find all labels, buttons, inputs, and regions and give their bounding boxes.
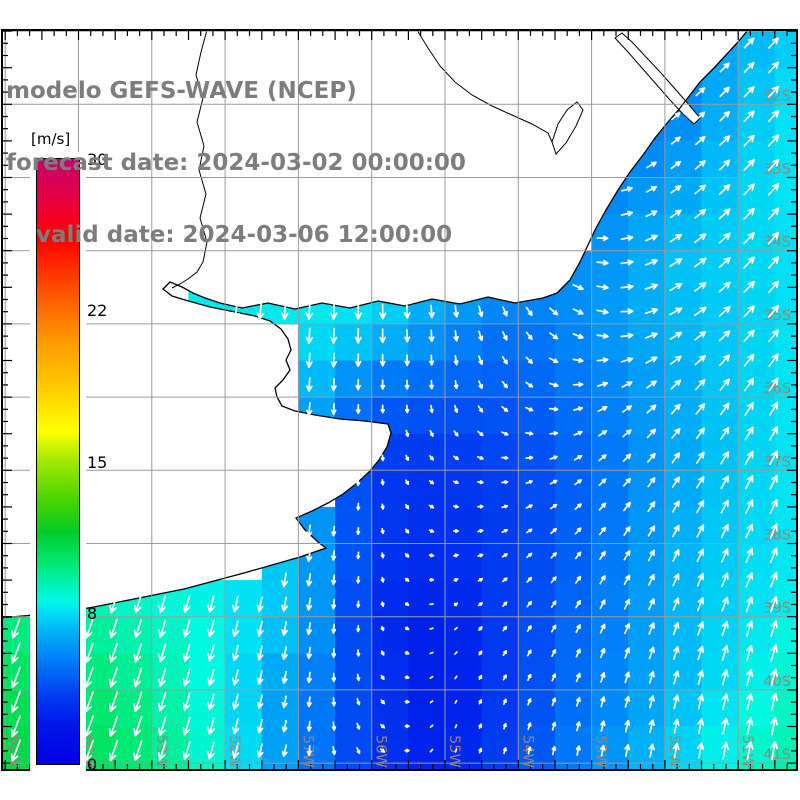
longitude-label: 54W xyxy=(519,735,535,768)
coastline xyxy=(2,30,749,619)
latitude-label: 41S xyxy=(763,747,791,763)
latitude-label: 32S xyxy=(763,88,791,104)
longitude-label: 53W xyxy=(593,735,609,768)
country-border-line xyxy=(416,30,553,143)
wave-field-cells xyxy=(2,31,797,770)
title-block: modelo GEFS-WAVE (NCEP) forecast date: 2… xyxy=(6,31,466,295)
latitude-label: 33S xyxy=(763,162,791,178)
latitude-label: 35S xyxy=(763,308,791,324)
colorbar-gradient xyxy=(36,158,80,765)
longitude-label: 58W xyxy=(226,735,242,768)
lagoon-patos xyxy=(614,32,701,125)
latitude-label: 38S xyxy=(763,528,791,544)
colorbar-tick-label: 15 xyxy=(87,452,108,472)
model-title: modelo GEFS-WAVE (NCEP) xyxy=(6,78,357,104)
latitude-label: 39S xyxy=(763,601,791,617)
longitude-label: 59W xyxy=(153,735,169,768)
latitude-label: 36S xyxy=(763,381,791,397)
colorbar-unit-label: [m/s] xyxy=(31,130,71,148)
land-mass xyxy=(2,30,748,618)
longitude-label: 51W xyxy=(739,735,755,768)
longitude-label: 52W xyxy=(666,735,682,768)
lagoon-mirim xyxy=(551,101,584,155)
longitude-label: 55W xyxy=(446,735,462,768)
map-frame xyxy=(1,29,798,771)
latitude-label: 40S xyxy=(763,674,791,690)
wind-arrows xyxy=(10,37,780,762)
colorbar-tick-label: 22 xyxy=(87,301,108,321)
colorbar-tick-label: 0 xyxy=(87,755,98,774)
colorbar-tick-label: 8 xyxy=(87,603,98,623)
colorbar-tick-label: 30 xyxy=(87,150,108,169)
river-border-line xyxy=(171,30,208,289)
valid-date: valid date: 2024-03-06 12:00:00 xyxy=(36,222,453,248)
latitude-label: 34S xyxy=(763,235,791,251)
forecast-date: forecast date: 2024-03-02 00:00:00 xyxy=(6,150,466,176)
longitude-label: 56W xyxy=(373,735,389,768)
latitude-label: 37S xyxy=(763,454,791,470)
tick-marks xyxy=(2,30,797,770)
